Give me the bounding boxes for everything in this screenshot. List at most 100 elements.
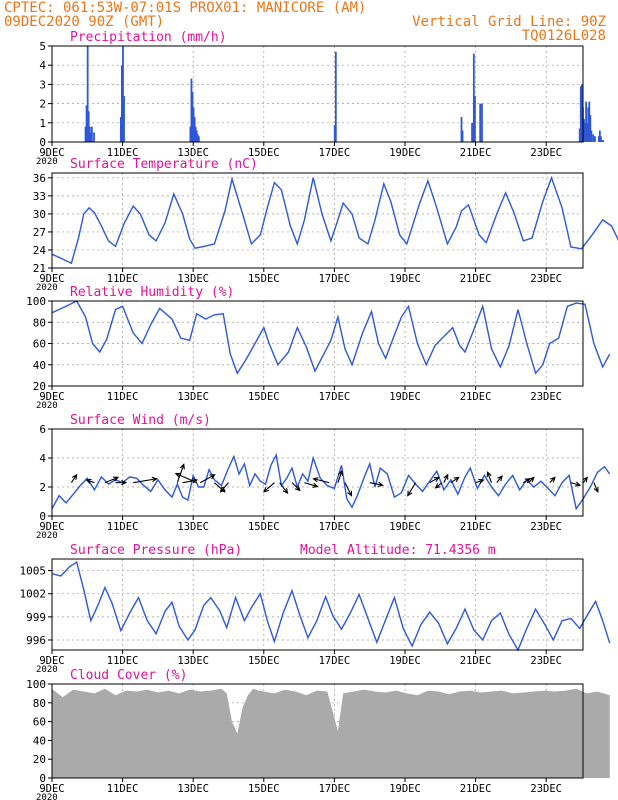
- precip-bar: [600, 136, 602, 142]
- precip-bar: [197, 136, 200, 142]
- precip-bar: [598, 130, 601, 142]
- x-tick-label: 11DEC: [107, 521, 139, 533]
- wind-arrowhead: [443, 473, 449, 480]
- temperature-panel: [48, 172, 618, 272]
- pressure-series-line: [51, 560, 611, 652]
- y-tick-label: 1002: [20, 588, 47, 601]
- precip-bar: [89, 132, 92, 142]
- wind-panel: [48, 428, 611, 520]
- wind-arrow: [528, 477, 535, 484]
- x-tick-label: 17DEC: [319, 273, 351, 285]
- wind-arrow: [220, 482, 229, 493]
- x-tick-label: 9DEC: [39, 521, 64, 533]
- precip-bar: [192, 107, 195, 142]
- precip-bar: [481, 103, 483, 142]
- x-tick-label: 17DEC: [319, 655, 351, 667]
- precip-bar: [196, 134, 199, 142]
- x-tick-label: 23DEC: [530, 391, 562, 403]
- wind-arrow: [133, 478, 157, 484]
- x-tick-label: 13DEC: [177, 521, 209, 533]
- wind-arrowhead: [582, 476, 588, 483]
- wind-arrowhead: [72, 473, 78, 480]
- wind-arrow: [291, 482, 301, 491]
- x-tick-label: 19DEC: [389, 273, 421, 285]
- wind-arrow: [104, 476, 119, 484]
- precip-bar: [583, 118, 585, 142]
- y-tick-label: 20: [33, 753, 46, 766]
- wind-arrow: [175, 473, 197, 484]
- wind-arrowhead: [174, 472, 181, 478]
- precip-bar: [471, 122, 473, 142]
- precip-bar: [334, 51, 337, 143]
- humidity-series-line: [51, 300, 611, 375]
- wind-arrow: [199, 474, 215, 484]
- header-line-1: CPTEC: 061:53W-07:01S PROX01: MANICORE (…: [4, 0, 367, 16]
- precip-bar: [472, 53, 475, 142]
- x-tick-label: 23DEC: [530, 521, 562, 533]
- precip-bar: [479, 103, 482, 142]
- year-label: 2020: [36, 157, 58, 167]
- precip-bar: [579, 86, 582, 142]
- precip-bar: [87, 111, 90, 142]
- wind-arrow: [304, 482, 318, 488]
- year-label: 2020: [36, 531, 58, 541]
- year-label: 2020: [36, 401, 58, 411]
- wind-arrow: [593, 482, 599, 492]
- x-tick-label: 19DEC: [389, 655, 421, 667]
- wind-arrowhead: [550, 476, 556, 483]
- wind-arrow: [475, 479, 484, 484]
- x-tick-label: 17DEC: [319, 783, 351, 795]
- wind-arrow: [443, 474, 449, 483]
- wind-arrow: [344, 482, 352, 496]
- wind-arrowhead: [294, 485, 301, 492]
- y-tick-label: 100: [26, 678, 46, 691]
- precip-bar: [122, 46, 124, 142]
- x-tick-label: 11DEC: [107, 391, 139, 403]
- precip-bar: [333, 124, 336, 142]
- x-tick-label: 23DEC: [530, 147, 562, 159]
- x-tick-label: 19DEC: [389, 147, 421, 159]
- y-tick-label: 3: [39, 78, 46, 91]
- precipitation-panel: [48, 45, 604, 146]
- precip-bar: [589, 115, 592, 142]
- x-tick-label: 19DEC: [389, 783, 421, 795]
- wind-arrow: [369, 482, 383, 486]
- wind-arrowhead: [377, 481, 384, 488]
- y-tick-label: 27: [33, 226, 46, 239]
- wind-arrow: [450, 476, 459, 484]
- precip-bar: [90, 126, 93, 142]
- precip-bar: [86, 46, 89, 142]
- y-tick-label: 5: [39, 40, 46, 53]
- x-tick-label: 21DEC: [460, 273, 492, 285]
- wind-arrow: [407, 482, 417, 496]
- y-tick-label: 0: [39, 510, 46, 523]
- precip-bar: [194, 126, 197, 142]
- y-tick-label: 4: [39, 452, 46, 465]
- wind-arrowhead: [497, 475, 503, 482]
- cloud-cover-frame: [51, 683, 584, 779]
- vertical-grid-note: Vertical Grid Line: 90Z: [412, 14, 606, 30]
- x-tick-label: 21DEC: [460, 783, 492, 795]
- x-tick-label: 15DEC: [248, 273, 280, 285]
- wind-arrow: [435, 482, 443, 489]
- y-tick-label: 40: [33, 734, 46, 747]
- y-tick-label: 30: [33, 208, 46, 221]
- precip-bar: [123, 95, 125, 142]
- x-tick-label: 23DEC: [530, 655, 562, 667]
- x-tick-label: 9DEC: [39, 655, 64, 667]
- wind-arrowhead: [121, 480, 128, 486]
- x-tick-label: 19DEC: [389, 391, 421, 403]
- x-tick-label: 11DEC: [107, 783, 139, 795]
- wind-arrow: [182, 479, 198, 484]
- model-code: TQ0126L028: [521, 28, 606, 44]
- precip-bar: [590, 130, 593, 142]
- precipitation-title: Precipitation (mm/h): [70, 30, 227, 45]
- wind-arrowhead: [312, 482, 319, 488]
- wind-arrowhead: [486, 471, 492, 478]
- x-tick-label: 17DEC: [319, 391, 351, 403]
- wind-arrowhead: [337, 469, 344, 476]
- x-tick-label: 15DEC: [248, 391, 280, 403]
- y-tick-label: 80: [33, 697, 46, 710]
- wind-arrowhead: [312, 477, 319, 483]
